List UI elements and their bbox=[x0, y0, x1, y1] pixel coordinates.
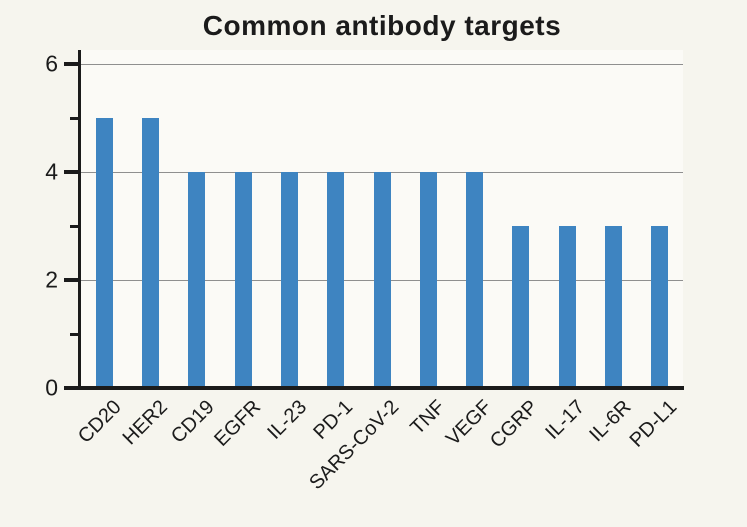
y-major-tick bbox=[64, 62, 79, 67]
bar-CD20 bbox=[95, 118, 113, 388]
x-tick-label: IL-23 bbox=[263, 396, 311, 444]
x-tick-label: VEGF bbox=[442, 396, 497, 451]
bar-PD-L1 bbox=[651, 226, 669, 388]
x-axis-spine bbox=[77, 386, 684, 390]
y-tick-label: 6 bbox=[45, 50, 58, 77]
bar-EGFR bbox=[234, 172, 252, 388]
bar-TNF bbox=[419, 172, 437, 388]
gridline bbox=[81, 63, 683, 65]
y-major-tick bbox=[64, 386, 79, 390]
x-tick-label: CGRP bbox=[486, 396, 543, 453]
bar-CGRP bbox=[512, 226, 530, 388]
y-axis-spine bbox=[78, 50, 81, 390]
x-tick-label: IL-17 bbox=[540, 396, 589, 444]
x-tick-label: CD20 bbox=[73, 396, 126, 448]
y-tick-label: 2 bbox=[45, 266, 58, 293]
x-tick-label: HER2 bbox=[118, 396, 173, 450]
y-major-tick bbox=[64, 278, 79, 282]
x-tick-label: PD-L1 bbox=[625, 396, 682, 452]
bar-PD-1 bbox=[327, 172, 345, 388]
bar-HER2 bbox=[141, 118, 159, 388]
y-tick-label: 4 bbox=[45, 158, 58, 185]
bar-CD19 bbox=[188, 172, 206, 388]
y-major-tick bbox=[64, 170, 79, 175]
x-tick-label: EGFR bbox=[209, 396, 265, 451]
bar-IL-23 bbox=[280, 172, 298, 388]
y-minor-tick bbox=[70, 332, 79, 336]
y-minor-tick bbox=[70, 116, 79, 120]
bar-IL-17 bbox=[558, 226, 576, 388]
y-tick-label: 0 bbox=[45, 374, 58, 401]
bar-SARS-CoV-2 bbox=[373, 172, 391, 388]
bar-IL-6R bbox=[605, 226, 623, 388]
bar-VEGF bbox=[466, 172, 484, 388]
chart-title: Common antibody targets bbox=[202, 10, 562, 41]
y-minor-tick bbox=[70, 224, 79, 228]
x-tick-label: CD19 bbox=[166, 396, 219, 448]
plot-area bbox=[81, 50, 683, 388]
